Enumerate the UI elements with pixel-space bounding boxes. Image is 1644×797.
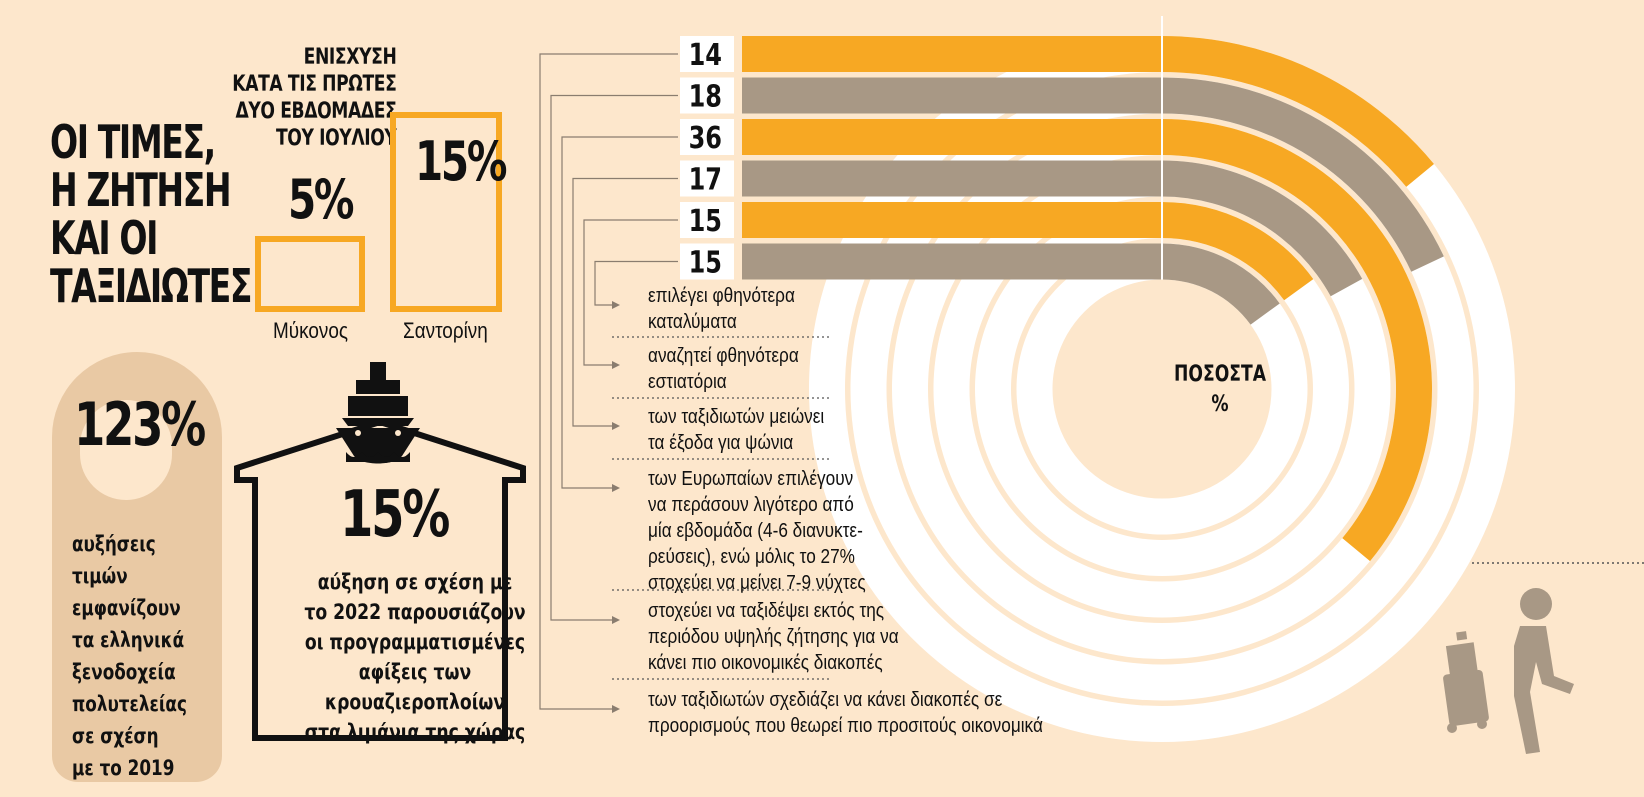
leader-arrow bbox=[612, 484, 620, 492]
ring-bar-straight bbox=[742, 119, 1162, 155]
hotels-text: αυξήσεις τιμών εμφανίζουν τα ελληνικά ξε… bbox=[72, 532, 187, 780]
leader-line bbox=[594, 260, 678, 306]
chart-center-label: ΠΟΣΟΣΤΑ % bbox=[1174, 362, 1266, 417]
mykonos-box bbox=[255, 236, 365, 312]
value-label: 18 bbox=[689, 80, 722, 114]
chart-item-description: αναζητεί φθηνότερα εστιατόρια bbox=[648, 345, 799, 393]
leader-line bbox=[583, 219, 678, 366]
house-outline bbox=[234, 418, 526, 741]
leader-line bbox=[539, 53, 678, 710]
ring-bar-straight bbox=[742, 202, 1162, 238]
chart-item-description: επιλέγει φθηνότερα καταλύματα bbox=[648, 285, 795, 333]
value-label-box bbox=[680, 119, 734, 155]
value-label: 15 bbox=[689, 246, 722, 280]
boost-label: ΕΝΙΣΧΥΣΗ ΚΑΤΑ ΤΙΣ ΠΡΩΤΕΣ ΔΥΟ ΕΒΔΟΜΑΔΕΣ Τ… bbox=[231, 45, 397, 151]
santorini-label: Σαντορίνη bbox=[403, 318, 488, 343]
ring-bar-straight bbox=[742, 77, 1162, 114]
value-label-box bbox=[680, 243, 734, 280]
value-label-box bbox=[680, 160, 734, 197]
leader-line bbox=[572, 177, 678, 427]
ring-bar-straight bbox=[742, 243, 1162, 280]
ring-bar-straight bbox=[742, 160, 1162, 197]
chart-item-description: των ταξιδιωτών σχεδιάζει να κάνει διακοπ… bbox=[648, 689, 1043, 737]
ring-bar-arc bbox=[1162, 36, 1434, 187]
ring-bar-arc bbox=[1162, 202, 1314, 301]
cruise-value: 15% bbox=[340, 478, 450, 552]
door-hanger-hole bbox=[80, 400, 172, 500]
value-label-box bbox=[680, 202, 734, 238]
mykonos-value: 5% bbox=[288, 168, 355, 231]
chart-item-description: των ταξιδιωτών μειώνει τα έξοδα για ψώνι… bbox=[648, 406, 825, 454]
ring-bar-arc bbox=[1162, 77, 1444, 272]
chart-ring-2: 18 bbox=[550, 77, 1474, 701]
value-label-box bbox=[680, 77, 734, 114]
chart-item-description: των Ευρωπαίων επιλέγουν να περάσουν λιγό… bbox=[648, 468, 866, 594]
page-title: ΟΙ ΤΙΜΕΣ, Η ΖΗΤΗΣΗ ΚΑΙ ΟΙ ΤΑΞΙΔΙΩΤΕΣ bbox=[50, 115, 252, 313]
chart-ring-3: 36 bbox=[561, 119, 1432, 659]
leader-line bbox=[550, 94, 678, 621]
ring-bar-arc bbox=[1162, 119, 1432, 562]
ring-bar-arc bbox=[1162, 243, 1280, 325]
chart-item-description: στοχεύει να ταξιδέψει εκτός της περιόδου… bbox=[648, 600, 899, 674]
santorini-box bbox=[390, 112, 502, 312]
chart-ring-5: 15 bbox=[583, 202, 1349, 577]
leader-arrow bbox=[612, 705, 620, 713]
leader-arrow bbox=[612, 361, 620, 369]
value-label: 15 bbox=[689, 204, 722, 238]
chart-ring-1: 14 bbox=[539, 36, 1515, 742]
leader-arrow bbox=[612, 616, 620, 624]
leader-arrow bbox=[612, 301, 620, 309]
santorini-value: 15% bbox=[415, 130, 507, 193]
traveler-icon bbox=[1443, 588, 1574, 754]
chart-ring-6: 15 bbox=[594, 243, 1308, 535]
ring-bar-arc bbox=[1162, 160, 1363, 297]
value-label: 17 bbox=[689, 163, 722, 197]
ship-icon bbox=[336, 362, 420, 464]
cruise-text: αύξηση σε σχέση με το 2022 παρουσιάζουν … bbox=[304, 570, 526, 744]
mykonos-label: Μύκονος bbox=[273, 318, 348, 343]
leader-line bbox=[561, 136, 678, 489]
chart-ring-4: 17 bbox=[572, 160, 1391, 618]
value-label: 36 bbox=[689, 121, 722, 155]
value-label: 14 bbox=[689, 38, 722, 72]
leader-arrow bbox=[612, 422, 620, 430]
value-label-box bbox=[680, 36, 734, 72]
ring-bar-straight bbox=[742, 36, 1162, 72]
hotels-value: 123% bbox=[74, 390, 206, 460]
